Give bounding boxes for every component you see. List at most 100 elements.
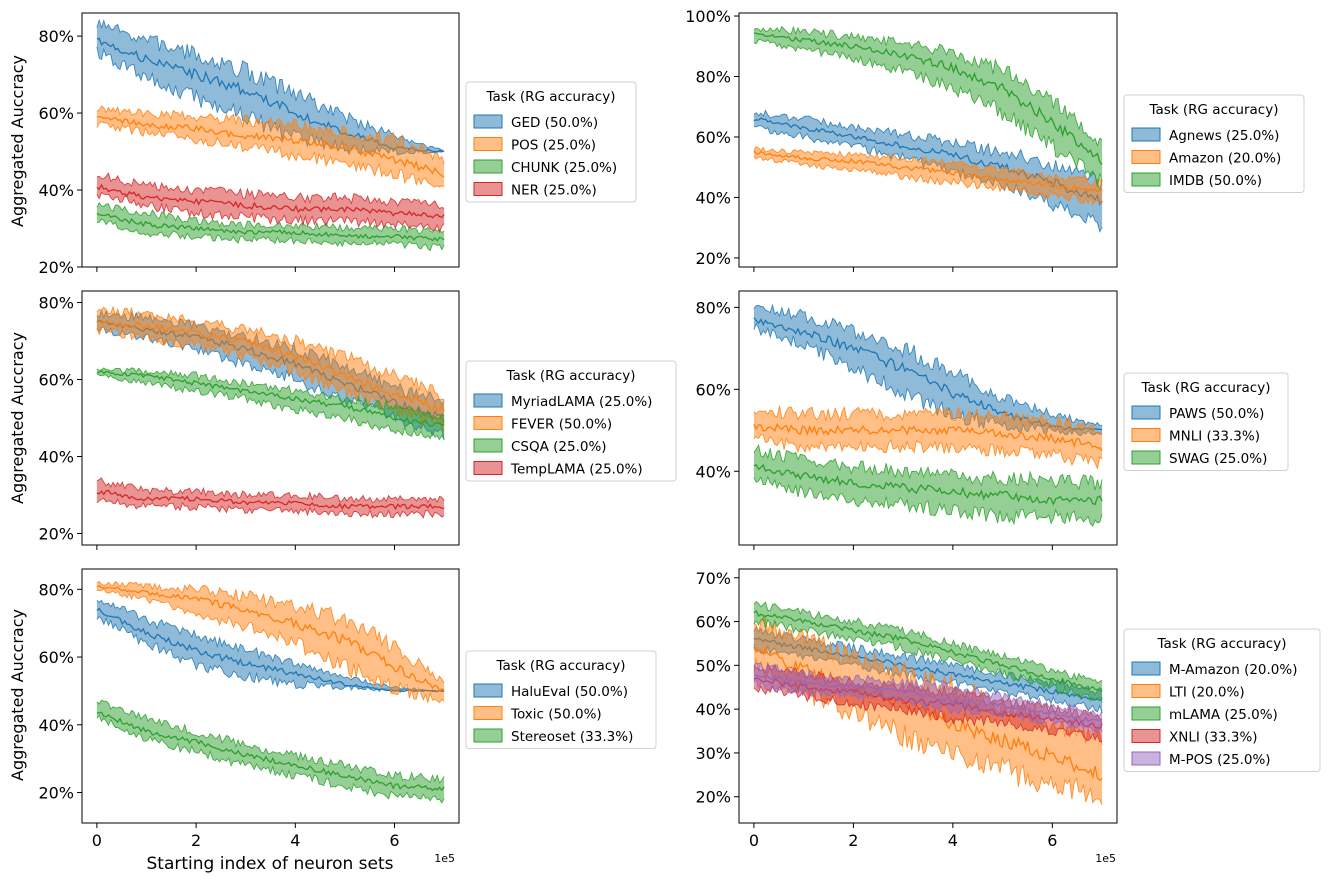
legend-box [465, 81, 637, 203]
series-halueval-50-0 [96, 599, 445, 693]
legend-label-ged-50-0: GED (50.0%) [511, 115, 598, 131]
band-templama-25-0 [96, 478, 445, 518]
mean-line-amazon-20-0 [753, 150, 1103, 193]
y-tick-label: 80% [695, 68, 731, 87]
legend-swatch-templama-25-0 [473, 461, 503, 475]
legend-label-chunk-25-0: CHUNK (25.0%) [511, 160, 617, 176]
mean-line-swag-25-0 [753, 463, 1103, 506]
band-m-amazon-20-0 [753, 627, 1103, 714]
chart-panel-2: 20% 40% 60% 80% 100% Task (RG accuracy) Agnews… [685, 7, 1305, 272]
y-tick-label: 20% [695, 788, 731, 807]
legend-label-csqa-25-0: CSQA (25.0%) [511, 439, 607, 455]
plot-area [96, 305, 445, 519]
series-templama-25-0 [96, 477, 445, 519]
series-stereoset-33-3 [96, 699, 445, 804]
y-tick-label: 60% [695, 380, 731, 399]
legend-swatch-ged-50-0 [473, 114, 503, 129]
lower-edge-swag-25-0 [753, 475, 1103, 527]
legend: Task (RG accuracy) M-Amazon (20.0%) LTI (2… [1123, 628, 1321, 772]
legend-swatch-myriadlama-25-0 [473, 393, 503, 408]
lower-edge-mnli-33-3 [753, 434, 1103, 470]
legend-swatch-mlama-25-0 [1131, 706, 1161, 721]
legend-label-xnli-33-3: XNLI (33.3%) [1169, 730, 1258, 746]
chart-panel-1: 20% 40% 60% 80% Task (RG accuracy) GED (50.0%… [38, 12, 637, 277]
band-toxic-50-0 [96, 581, 445, 703]
legend: Task (RG accuracy) Agnews (25.0%) Amazon (… [1123, 94, 1305, 193]
x-tick-label: 2 [191, 831, 201, 850]
y-tick-label: 20% [38, 784, 74, 803]
upper-edge-fever-50-0 [96, 305, 445, 401]
y-tick-label: 20% [38, 524, 74, 543]
legend-box [1123, 372, 1289, 471]
legend-label-pos-25-0: POS (25.0%) [511, 138, 596, 154]
legend-label-templama-25-0: TempLAMA (25.0%) [510, 462, 643, 478]
upper-edge-amazon-20-0 [753, 146, 1103, 186]
axes-frame [81, 12, 460, 268]
lower-edge-m-pos-25-0 [753, 678, 1103, 735]
lower-edge-ner-25-0 [96, 191, 445, 234]
upper-edge-m-pos-25-0 [753, 662, 1103, 717]
plot-area [753, 25, 1103, 233]
upper-edge-pos-25-0 [96, 105, 445, 165]
band-agnews-25-0 [753, 110, 1103, 232]
series-imdb-50-0 [753, 25, 1103, 187]
upper-edge-stereoset-33-3 [96, 699, 445, 784]
y-axis-label: Aggregated Auccracy [8, 332, 27, 504]
legend-swatch-swag-25-0 [1131, 450, 1161, 465]
legend-title: Task (RG accuracy) [505, 368, 635, 384]
y-axis-label: Aggregated Auccracy [8, 609, 27, 781]
y-tick-label: 80% [38, 27, 74, 46]
band-m-pos-25-0 [753, 663, 1103, 734]
y-tick-label: 30% [695, 744, 731, 763]
legend-swatch-fever-50-0 [473, 416, 503, 430]
plot-area [96, 580, 445, 804]
legend-swatch-chunk-25-0 [473, 159, 503, 174]
legend-swatch-m-amazon-20-0 [1131, 661, 1161, 676]
series-mnli-33-3 [753, 405, 1103, 470]
y-tick-label: 20% [38, 258, 74, 277]
legend: Task (RG accuracy) GED (50.0%) POS (25.0%)… [465, 81, 637, 203]
x-tick-label: 0 [749, 831, 759, 850]
axes-frame [738, 568, 1118, 824]
axes-frame [738, 12, 1118, 268]
mean-line-chunk-25-0 [96, 212, 445, 242]
upper-edge-chunk-25-0 [96, 201, 445, 235]
legend-swatch-amazon-20-0 [1131, 150, 1161, 164]
legend-title: Task (RG accuracy) [495, 658, 625, 674]
series-toxic-50-0 [96, 580, 445, 705]
y-tick-label: 40% [695, 462, 731, 481]
chart-panel-3: 20% 40% 60% 80% Task (RG accuracy) MyriadLAMA… [38, 290, 677, 550]
upper-edge-csqa-25-0 [96, 367, 445, 420]
x-axis-label: Starting index of neuron sets [147, 854, 394, 874]
legend-label-agnews-25-0: Agnews (25.0%) [1169, 128, 1279, 144]
mean-line-m-pos-25-0 [753, 674, 1103, 724]
mean-line-mnli-33-3 [753, 423, 1103, 452]
x-tick-label: 4 [948, 831, 958, 850]
legend-label-m-amazon-20-0: M-Amazon (20.0%) [1169, 662, 1298, 678]
chart-panel-6: 20% 30% 40% 50% 60% 70% 0 2 4 6 Task (RG accuracy)… [695, 568, 1321, 850]
legend-label-fever-50-0: FEVER (50.0%) [511, 417, 612, 433]
legend-label-myriadlama-25-0: MyriadLAMA (25.0%) [511, 394, 652, 410]
upper-edge-halueval-50-0 [96, 599, 445, 692]
x-exponent-label: 1e5 [434, 852, 455, 865]
lower-edge-templama-25-0 [96, 497, 445, 519]
upper-edge-swag-25-0 [753, 444, 1103, 491]
band-csqa-25-0 [96, 367, 445, 440]
series-swag-25-0 [753, 444, 1103, 527]
y-axis-label: Aggregated Auccracy [8, 55, 27, 227]
upper-edge-agnews-25-0 [753, 109, 1103, 191]
lower-edge-amazon-20-0 [753, 155, 1103, 206]
legend-label-m-pos-25-0: M-POS (25.0%) [1169, 752, 1271, 768]
series-amazon-20-0 [753, 146, 1103, 206]
legend-title: Task (RG accuracy) [1156, 636, 1286, 652]
x-exponent-label: 1e5 [1095, 852, 1116, 865]
legend-label-ner-25-0: NER (25.0%) [511, 183, 597, 199]
y-tick-label: 60% [38, 371, 74, 390]
mean-line-ner-25-0 [96, 183, 445, 219]
upper-edge-mnli-33-3 [753, 405, 1103, 435]
x-tick-label: 0 [92, 831, 102, 850]
legend-title: Task (RG accuracy) [485, 89, 615, 105]
mean-line-templama-25-0 [96, 489, 445, 511]
band-stereoset-33-3 [96, 700, 445, 803]
plot-area [753, 303, 1103, 527]
